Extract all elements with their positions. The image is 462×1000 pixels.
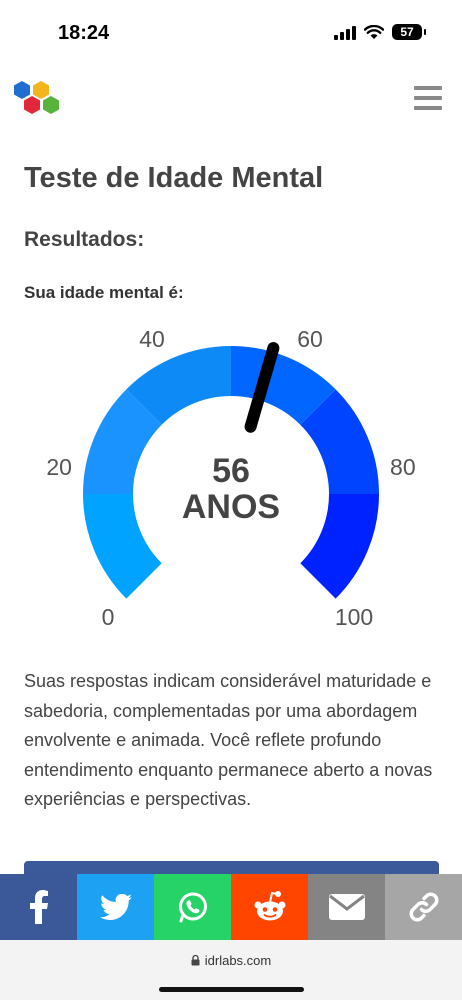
email-icon [328,894,365,920]
gauge-tick-label: 0 [102,604,115,630]
gauge-band-4 [231,346,336,425]
mental-age-gauge: 0 20 40 60 80 100 [46,330,416,630]
share-copy-link-button[interactable] [385,874,462,940]
results-heading: Resultados: [24,228,145,251]
gauge-band-2 [83,389,162,494]
hamburger-menu-icon[interactable] [414,86,442,110]
result-description: Suas respostas indicam considerável matu… [24,671,433,809]
whatsapp-icon [177,891,209,923]
battery-level: 57 [400,25,414,39]
gauge-tick-label: 40 [139,330,165,352]
share-whatsapp-button[interactable] [154,874,231,940]
status-icons: 57 [334,24,426,40]
gauge-band-5 [300,389,379,494]
gauge-band-1 [83,494,162,599]
page-title: Teste de Idade Mental [24,162,324,194]
gauge-tick-label: 100 [335,604,373,630]
gauge-value-unit: ANOS [181,488,281,526]
gauge-band-6 [300,494,379,599]
share-email-button[interactable] [308,874,385,940]
battery-icon: 57 [392,24,426,40]
share-facebook-button[interactable] [0,874,77,940]
gauge-needle [244,342,280,433]
signal-icon [334,25,356,40]
home-indicator [159,987,304,992]
status-bar: 18:24 57 [0,0,462,70]
wifi-icon [364,24,384,39]
gauge-band-3 [126,346,231,425]
gauge-value-number: 56 [212,452,250,490]
share-twitter-button[interactable] [77,874,154,940]
link-icon [408,891,440,923]
share-reddit-button[interactable] [231,874,308,940]
gauge-value: 56 ANOS [151,453,311,525]
idrlabs-logo[interactable] [10,78,68,122]
facebook-icon [28,890,50,924]
lock-icon [191,955,200,966]
status-time: 18:24 [58,22,110,44]
reddit-icon [252,890,288,924]
gauge-tick-label: 60 [297,330,323,352]
gauge-tick-label: 80 [390,454,416,480]
gauge-tick-label: 20 [46,454,72,480]
share-bar [0,874,462,940]
twitter-icon [99,893,132,921]
age-label: Sua idade mental é: [24,283,184,302]
url-text[interactable]: idrlabs.com [204,953,272,968]
